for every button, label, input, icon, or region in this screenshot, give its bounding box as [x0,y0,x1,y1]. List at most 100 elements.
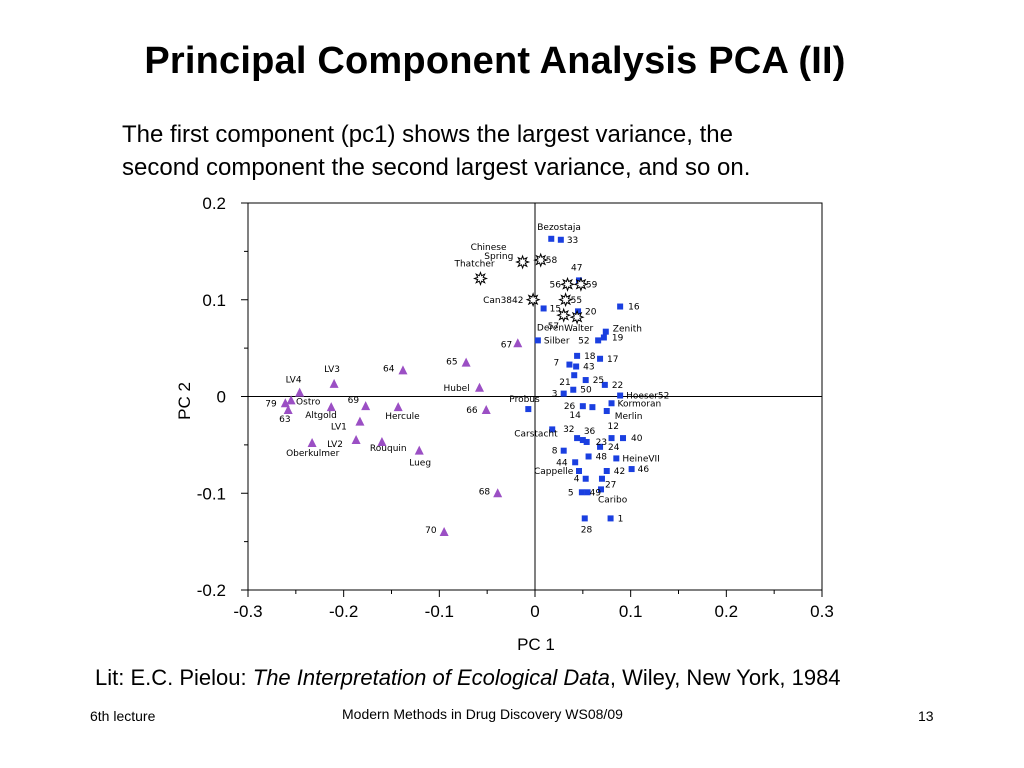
data-point-square [578,489,585,496]
data-point-square [597,443,604,450]
data-point-square [601,381,608,388]
data-point-square [607,515,614,522]
data-point-label: 27 [605,481,616,491]
data-point-square [582,475,589,482]
y-tick-label: -0.2 [197,581,226,600]
data-point-star [515,254,531,270]
y-tick-label: 0.1 [202,291,226,310]
data-point-star [556,307,572,323]
data-point-label: 21 [559,378,570,388]
data-point-square [570,386,577,393]
data-point-square [574,352,581,359]
data-point-label: 16 [628,303,640,313]
data-point-label: 4 [574,475,580,485]
data-point-square [579,437,586,444]
data-point-label: 63 [279,415,290,425]
x-tick-label: -0.2 [329,602,358,621]
data-point-label: 33 [567,236,578,246]
data-point-square [573,363,580,370]
data-point-label: Merlin [615,412,643,422]
data-point-square [582,377,589,384]
literature-reference: Lit: E.C. Pielou: The Interpretation of … [95,665,995,691]
data-point-label: Hoeser52 [626,392,669,402]
tick-labels: -0.3 -0.2 -0.1 0 0.1 0.2 0.3 0.2 0.1 0 -0.1 -0.2 [197,194,834,621]
data-point-square [617,392,624,399]
data-point-label: 57 [548,322,559,332]
data-point-square [600,334,607,341]
data-point-square [575,308,582,315]
data-point-label: 24 [608,443,620,453]
data-point-square [549,426,556,433]
subtitle-line-1: The first component (pc1) shows the larg… [122,121,733,148]
data-point-triangle [481,405,491,415]
data-point-label: LV3 [324,365,340,375]
data-point-label: 14 [569,411,581,421]
data-point-square [603,467,610,474]
data-point-label: 43 [583,363,594,373]
data-point-square [613,455,620,462]
data-point-star [533,252,549,268]
footer-lecture: 6th lecture [90,708,156,724]
data-point-label: 42 [614,467,625,477]
data-point-label: Probus [509,395,540,405]
data-point-star [525,292,541,308]
data-point-triangle [329,378,339,388]
data-point-square [576,467,583,474]
pca-scatter-chart: -0.3 -0.2 -0.1 0 0.1 0.2 0.3 0.2 0.1 0 -0.1 -0.2 Be… [175,194,834,654]
data-point-label: Carstacht [514,429,558,439]
data-point-square [574,435,581,442]
data-point-triangle [377,436,387,446]
data-point-star [573,276,589,292]
data-point-label: 23 [596,438,607,448]
data-point-square [576,277,583,284]
lit-book-title: The Interpretation of Ecological Data [252,665,610,690]
data-point-triangle [351,435,361,445]
data-point-label: Spring [484,252,513,262]
data-point-square [608,435,615,442]
data-point-label: 68 [479,487,491,497]
data-point-label: LV4 [286,376,302,386]
axes-layer [241,202,823,597]
data-point-star [569,309,585,325]
data-point-label: 65 [446,358,457,368]
data-point-label: 18 [584,352,596,362]
data-point-label: Chinese [471,243,507,253]
data-point-square [540,305,547,312]
data-point-label: Silber [544,336,570,346]
data-point-star [559,276,575,292]
data-point-label: 19 [612,333,624,343]
data-point-square [548,235,555,242]
data-point-label: Ostro [296,397,321,407]
data-point-label: 22 [612,381,623,391]
data-point-square [583,438,590,445]
page-number: 13 [918,708,934,724]
y-tick-label: 0.2 [202,194,226,213]
data-point-label: 64 [383,364,395,374]
data-point-label: 69 [348,396,360,406]
data-point-square [602,328,609,335]
x-tick-label: -0.3 [233,602,262,621]
data-point-label: 40 [631,434,643,444]
data-markers [280,235,635,536]
data-point-square [598,475,605,482]
data-point-label: 5 [568,488,574,498]
data-point-square [585,453,592,460]
data-point-square [579,403,586,410]
data-point-label: LV2 [327,440,343,450]
data-point-square [571,372,578,379]
data-point-label: Walter [564,324,593,334]
data-point-label: 55 [571,296,582,306]
data-point-triangle [513,338,523,348]
data-point-label: Deren [537,324,564,334]
data-point-square [581,515,588,522]
data-point-label: 44 [556,458,568,468]
data-point-label: 25 [593,376,604,386]
data-point-triangle [393,402,403,412]
data-point-triangle [398,365,408,375]
data-point-label: Bezostaja [537,223,581,233]
data-point-triangle [361,401,371,411]
data-point-square [597,355,604,362]
data-point-triangle [493,488,503,498]
data-point-square [603,408,610,415]
x-tick-label: 0 [530,602,539,621]
